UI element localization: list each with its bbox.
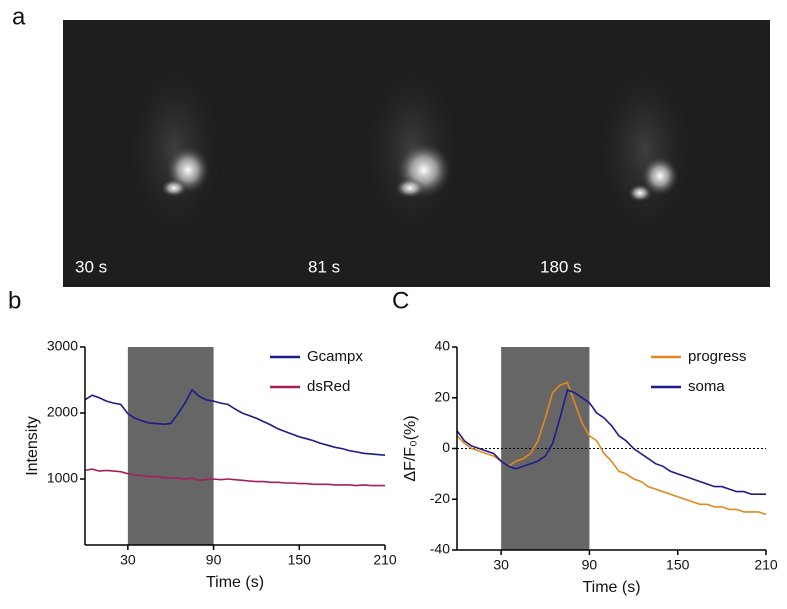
cell-haze [125, 60, 225, 240]
x-tick-label: 90 [206, 552, 222, 568]
panel-label: b [8, 287, 21, 314]
x-tick-label: 30 [493, 557, 509, 573]
image-label: 81 s [308, 257, 340, 276]
cell-soma [641, 156, 679, 196]
x-tick-label: 150 [288, 552, 312, 568]
cell-process [161, 179, 187, 197]
cell-process [628, 184, 652, 202]
x-axis-label: Time (s) [206, 574, 264, 591]
y-axis-label: ΔF/F₀(%) [402, 415, 419, 481]
y-tick-label: 0 [442, 439, 450, 455]
x-tick-label: 150 [666, 557, 690, 573]
series-line [84, 388, 386, 456]
legend-label: soma [688, 378, 725, 395]
y-tick-label: 2000 [47, 404, 78, 420]
y-tick-label: -40 [430, 541, 450, 557]
x-tick-label: 30 [120, 552, 136, 568]
micrographs: 30 s 81 s 180 s [63, 20, 770, 287]
image-label: 30 s [75, 257, 107, 276]
stimulus-shade [127, 347, 214, 545]
series-line [456, 389, 766, 495]
legend-label: Gcampx [307, 348, 363, 365]
series-line [84, 468, 385, 487]
cell-haze [595, 60, 695, 240]
y-tick-label: 3000 [47, 338, 78, 354]
y-tick-label: 20 [434, 388, 450, 404]
cell-process [395, 178, 425, 198]
y-axis-label: Intensity [24, 416, 41, 476]
image-label: 180 s [540, 257, 582, 276]
x-tick-label: 210 [373, 552, 397, 568]
x-axis-label: Time (s) [582, 579, 640, 596]
legend-label: progress [688, 348, 746, 365]
panel-label: C [392, 287, 409, 314]
x-tick-label: 90 [582, 557, 598, 573]
y-tick-label: -20 [430, 490, 450, 506]
y-tick-label: 40 [434, 338, 450, 354]
y-tick-label: 1000 [47, 470, 78, 486]
panel-label: a [12, 3, 26, 30]
x-tick-label: 210 [754, 557, 778, 573]
legend-label: dsRed [307, 378, 350, 395]
